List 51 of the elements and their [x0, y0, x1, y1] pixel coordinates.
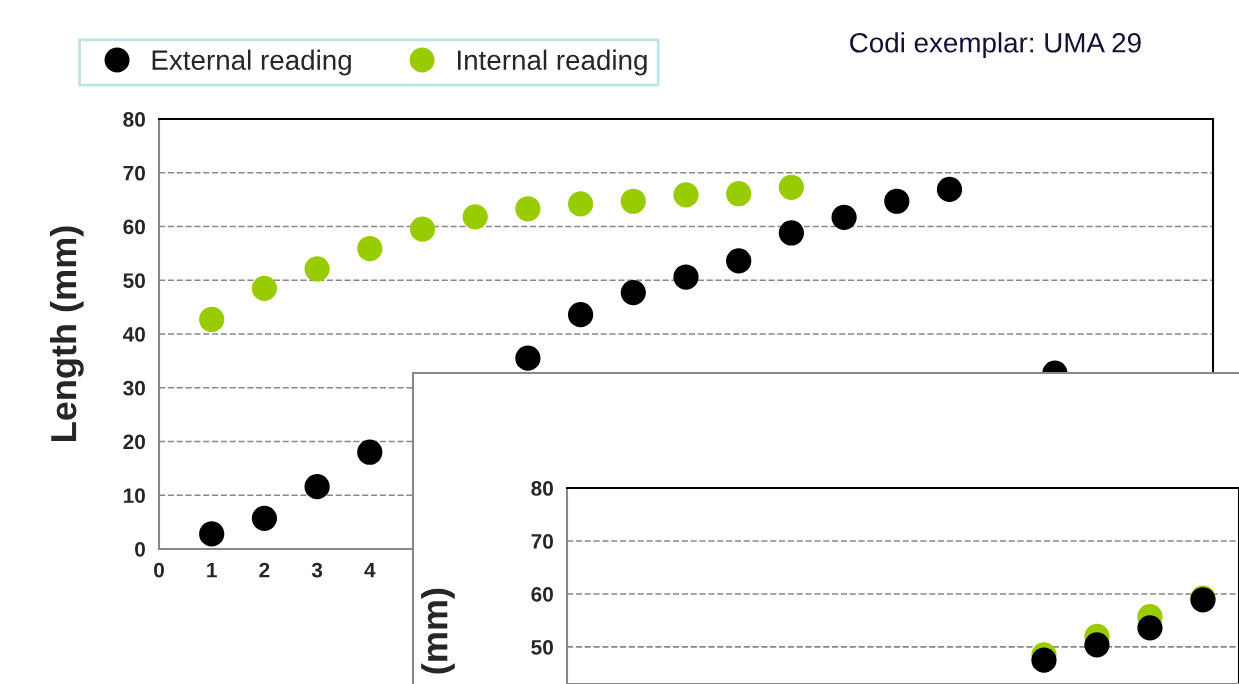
legend-label: External reading: [152, 49, 351, 76]
y-tick-label: 50: [123, 273, 145, 289]
point: [515, 196, 541, 222]
y-tick-label: 70: [123, 165, 145, 181]
y-tick-label: 80: [123, 112, 145, 127]
y-tick-label: 80: [531, 481, 553, 496]
point: [567, 302, 594, 328]
y-tick-label: 70: [531, 534, 553, 549]
point: [251, 505, 278, 531]
point: [1031, 647, 1057, 673]
y-tick-label: 30: [123, 380, 145, 396]
point: [304, 256, 330, 282]
y-tick-label: 60: [123, 219, 145, 235]
legend-label: Internal reading: [458, 49, 647, 76]
point: [462, 204, 488, 230]
y-axis-title: Length (mm): [49, 226, 84, 441]
y-tick-label: 10: [123, 488, 145, 503]
point: [304, 474, 330, 500]
x-tick-label: 2: [259, 562, 270, 578]
point: [1137, 615, 1163, 641]
point: [673, 182, 699, 208]
point: [357, 439, 383, 465]
point: [620, 188, 646, 214]
point: [778, 174, 805, 200]
point: [778, 220, 805, 246]
point: [831, 204, 857, 230]
point: [357, 235, 383, 262]
x-tick-label: 3: [311, 562, 323, 578]
y-tick-label: 50: [531, 639, 553, 655]
y-tick-label: 60: [531, 586, 553, 602]
y-tick-label: 20: [123, 434, 145, 450]
y-tick-label: 40: [122, 327, 145, 342]
point: [199, 306, 225, 333]
point: [884, 188, 910, 214]
point: [251, 275, 278, 301]
x-tick-label: 1: [207, 562, 217, 578]
point: [1084, 632, 1110, 658]
x-tick-label: 4: [364, 562, 376, 578]
y-axis-title: (mm): [421, 588, 455, 674]
point: [620, 280, 646, 306]
y-tick-label: 0: [135, 541, 145, 557]
point: [936, 176, 963, 203]
point: [567, 191, 594, 217]
point: [726, 248, 752, 274]
chart-title: Codi exemplar: UMA 29: [850, 32, 1141, 59]
point: [515, 345, 541, 371]
point: [673, 264, 699, 290]
point: [726, 181, 752, 207]
point: [199, 521, 225, 547]
point: [409, 216, 436, 242]
x-tick-label: 0: [154, 562, 164, 578]
